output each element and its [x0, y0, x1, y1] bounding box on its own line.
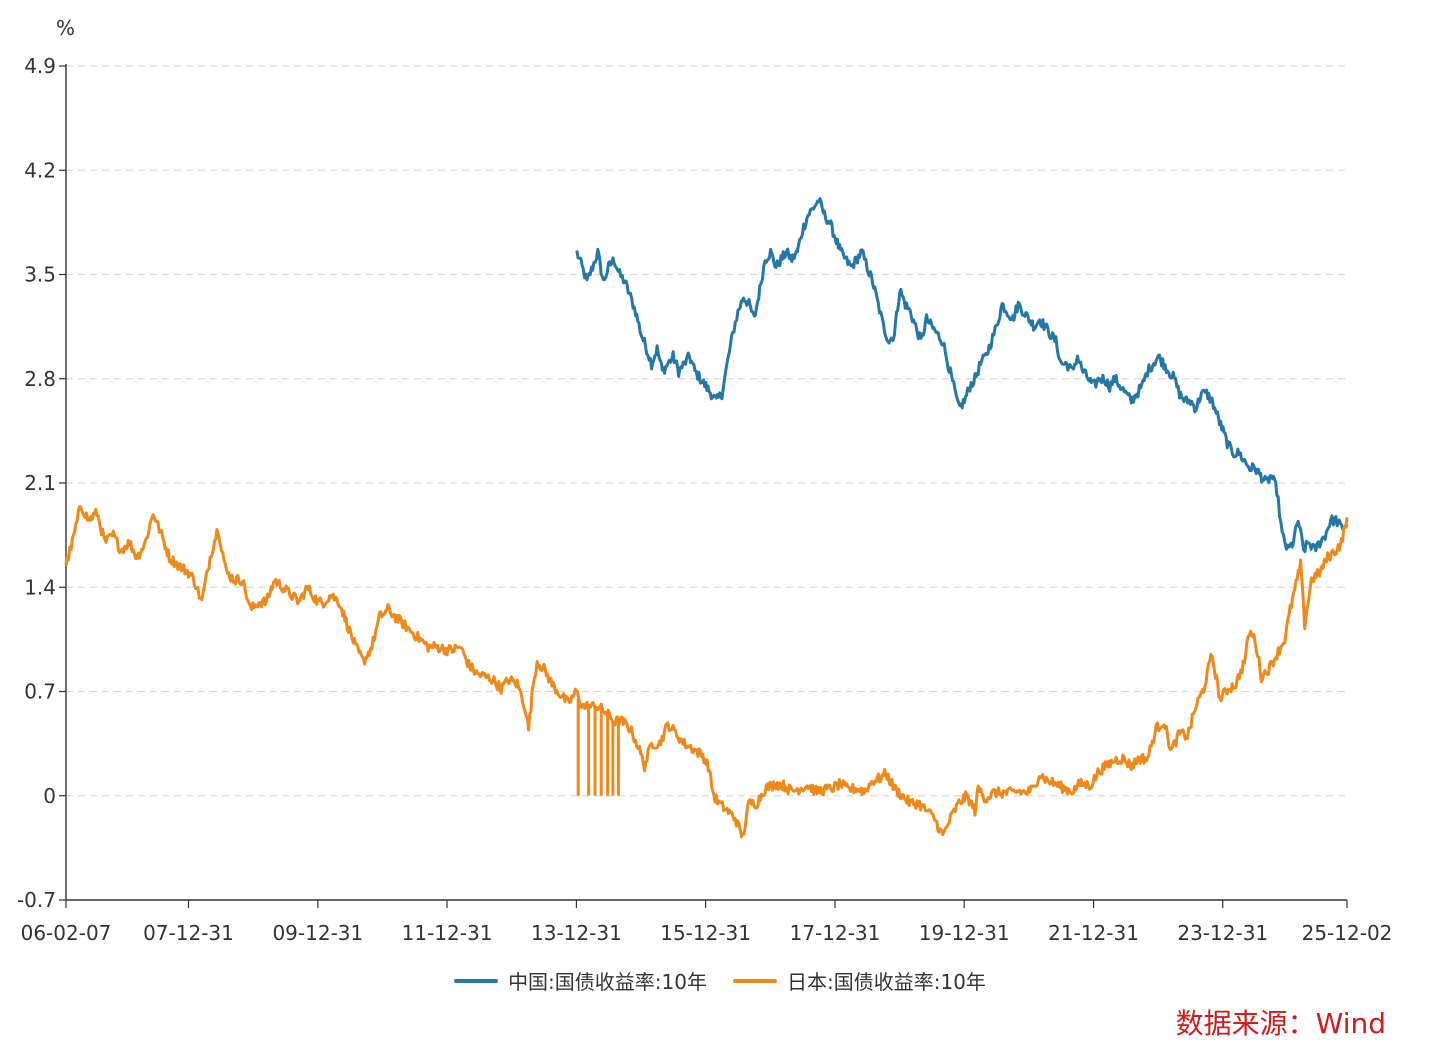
y-tick-label: 4.2: [24, 158, 56, 182]
x-tick-label: 25-12-02: [1302, 921, 1393, 945]
y-tick-label: 0.7: [24, 680, 56, 704]
legend-item-japan[interactable]: 日本:国债收益率:10年: [733, 966, 986, 995]
x-tick-label: 19-12-31: [919, 921, 1010, 945]
y-tick-label: 3.5: [24, 263, 56, 287]
legend-item-china[interactable]: 中国:国债收益率:10年: [454, 966, 707, 995]
y-tick-label: 2.1: [24, 471, 56, 495]
x-tick-label: 17-12-31: [790, 921, 881, 945]
legend-label-china: 中国:国债收益率:10年: [508, 970, 707, 994]
grid-lines: [66, 65, 1347, 797]
y-tick-label: -0.7: [17, 888, 56, 912]
axes: [65, 64, 1347, 901]
x-tick-labels: 06-02-07 07-12-31 09-12-31 11-12-31 13-12-31…: [21, 900, 1393, 945]
y-tick-label: 2.8: [24, 367, 56, 391]
y-tick-label: 1.4: [24, 575, 56, 599]
x-tick-label: 21-12-31: [1048, 921, 1139, 945]
x-tick-label: 11-12-31: [402, 921, 493, 945]
x-tick-label: 09-12-31: [272, 921, 363, 945]
series-japan: [64, 505, 1349, 839]
legend-label-japan: 日本:国债收益率:10年: [787, 970, 986, 994]
y-tick-label: 0: [43, 784, 56, 808]
x-tick-label: 23-12-31: [1177, 921, 1268, 945]
series-layer: [64, 197, 1349, 839]
y-axis-unit: %: [56, 16, 75, 40]
x-tick-label: 15-12-31: [660, 921, 751, 945]
series-line: [575, 197, 1349, 554]
legend: 中国:国债收益率:10年 日本:国债收益率:10年: [0, 966, 1440, 995]
x-tick-label: 13-12-31: [531, 921, 622, 945]
line-chart: 4.9 4.2 3.5 2.8 2.1 1.4 0.7 0 -0.7 06-02-07 07-12…: [17, 16, 1393, 945]
x-tick-label: 07-12-31: [143, 921, 234, 945]
series-china: [575, 197, 1349, 554]
x-tick-label: 06-02-07: [21, 921, 112, 945]
legend-swatch-china: [454, 978, 499, 983]
y-tick-label: 4.9: [24, 54, 56, 78]
data-source: 数据来源：Wind: [1175, 1007, 1386, 1040]
y-tick-labels: 4.9 4.2 3.5 2.8 2.1 1.4 0.7 0 -0.7: [17, 54, 66, 912]
series-line: [64, 505, 1349, 839]
legend-swatch-japan: [733, 978, 777, 983]
